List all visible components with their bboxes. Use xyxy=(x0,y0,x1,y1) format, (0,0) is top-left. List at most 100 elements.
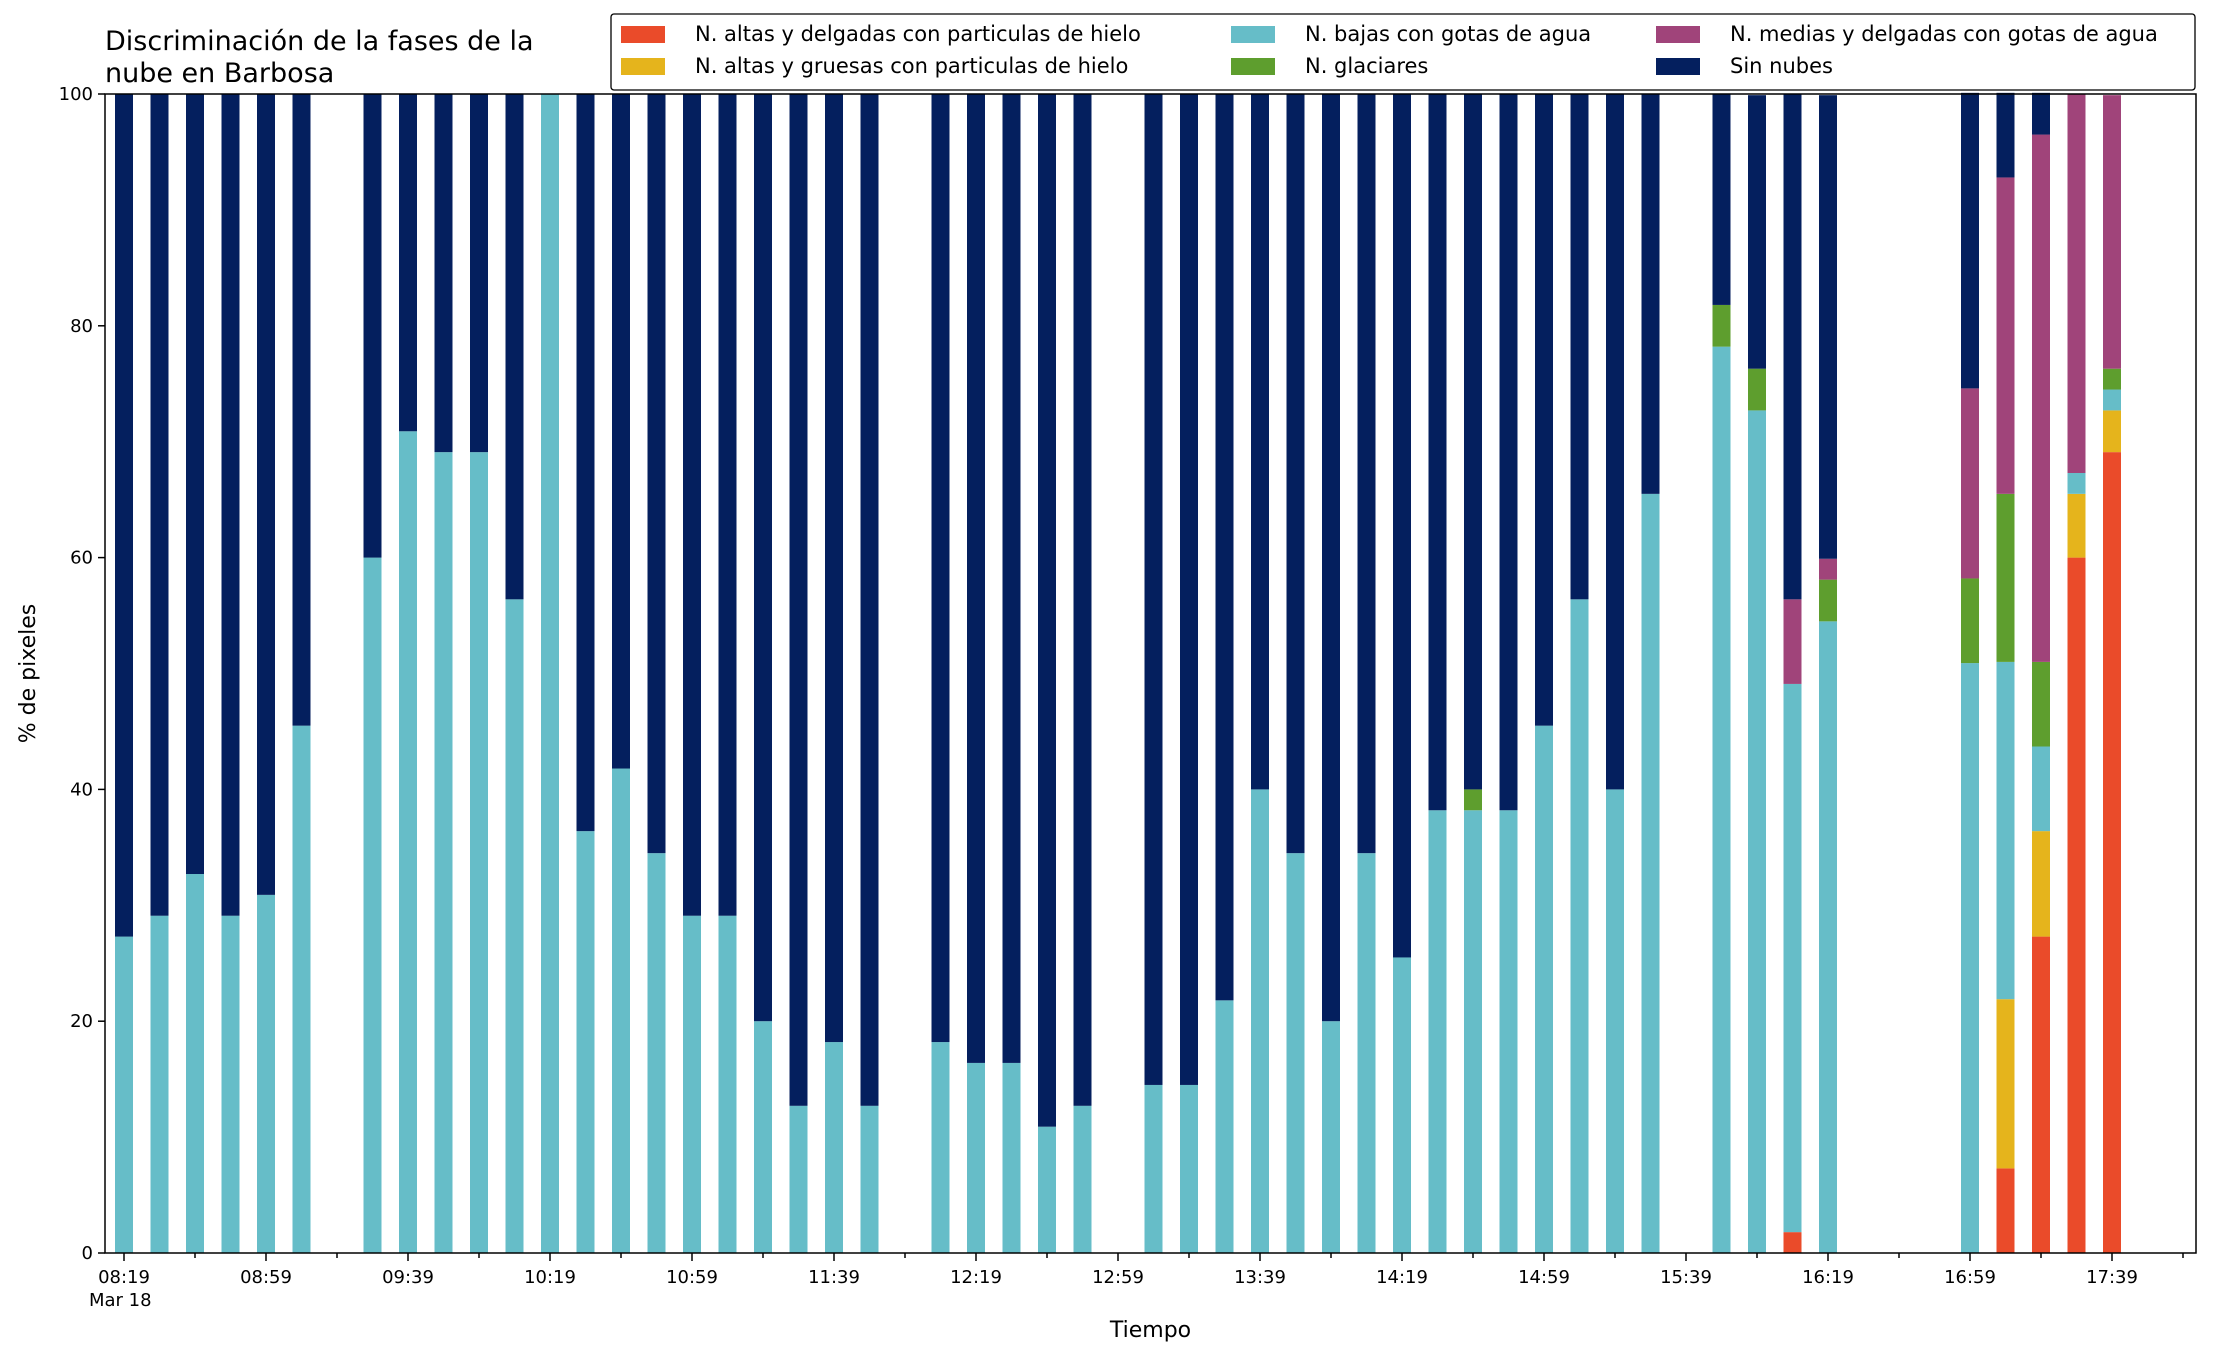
y-tick-label-100: 100 xyxy=(59,84,93,105)
bar-segment-1529-s2 xyxy=(1641,493,1660,1254)
x-tick-label-13: 16:59 xyxy=(1944,1267,1996,1288)
bar-segment-1739-s3 xyxy=(2103,368,2121,390)
bar-segment-1449-s5 xyxy=(1499,94,1518,811)
bar-segment-1509-s2 xyxy=(1570,599,1589,1253)
bar-segment-1429-s5 xyxy=(1428,94,1447,811)
bar-segment-1609-s0 xyxy=(1783,1232,1802,1253)
bar-segment-1709-s4 xyxy=(1996,177,2015,494)
bar-segment-1029-s5 xyxy=(576,94,595,832)
bar-segment-1349-s5 xyxy=(1286,94,1305,854)
x-tick-label-1: 08:59 xyxy=(240,1267,292,1288)
bar-segment-1229-s5 xyxy=(1002,94,1021,1063)
bar-segment-0859-s2 xyxy=(257,894,275,1253)
x-tick-label-11: 15:39 xyxy=(1660,1267,1712,1288)
bar-segment-1739-s2 xyxy=(2103,389,2121,411)
bar-segment-1119-s5 xyxy=(754,94,772,1022)
bar-segment-1659-s5 xyxy=(1961,92,1979,389)
bar-segment-0819-s2 xyxy=(115,936,133,1253)
bar-segment-1049-s5 xyxy=(647,94,666,854)
bar-segment-1459-s5 xyxy=(1535,94,1553,726)
bar-segment-1229-s2 xyxy=(1002,1062,1021,1253)
x-tick-label-10: 14:59 xyxy=(1518,1267,1570,1288)
bar-segment-1739-s4 xyxy=(2103,95,2121,369)
bar-segment-1609-s4 xyxy=(1783,599,1802,684)
legend-layer: N. altas y delgadas con particulas de hi… xyxy=(610,13,2196,91)
x-tick-label-2: 09:39 xyxy=(382,1267,434,1288)
legend-swatch-5 xyxy=(1656,58,1700,75)
x-date-label: Mar 18 xyxy=(89,1290,152,1311)
bar-segment-1059-s5 xyxy=(683,94,701,916)
x-tick-label-12: 16:19 xyxy=(1802,1267,1854,1288)
bar-segment-1419-s5 xyxy=(1393,94,1411,958)
bar-segment-1109-s2 xyxy=(718,915,737,1253)
y-tick-label-20: 20 xyxy=(70,1011,93,1032)
title-layer: Discriminación de la fases de la nube en … xyxy=(105,26,534,89)
bar-segment-1729-s0 xyxy=(2067,557,2086,1253)
bar-segment-1709-s0 xyxy=(1996,1168,2015,1253)
bar-segment-0949-s2 xyxy=(434,452,453,1254)
bar-segment-0909-s2 xyxy=(292,725,311,1253)
chart-title-line-2: nube en Barbosa xyxy=(105,58,334,89)
bar-segment-1659-s3 xyxy=(1961,578,1979,664)
bar-segment-1529-s5 xyxy=(1641,94,1660,494)
bar-segment-1019-s2 xyxy=(541,94,559,1253)
bar-segment-0949-s5 xyxy=(434,94,453,453)
bar-segment-1409-s2 xyxy=(1357,853,1376,1253)
plot-frame xyxy=(104,93,2197,1254)
x-tick-label-4: 10:59 xyxy=(666,1267,718,1288)
x-tick-label-6: 12:19 xyxy=(950,1267,1002,1288)
bar-segment-1729-s1 xyxy=(2067,493,2086,558)
bar-segment-1009-s5 xyxy=(505,94,524,600)
bar-segment-1449-s2 xyxy=(1499,810,1518,1253)
bar-segment-1139-s5 xyxy=(825,94,843,1043)
bar-segment-1549-s2 xyxy=(1712,346,1731,1253)
bar-segment-1059-s2 xyxy=(683,915,701,1253)
bar-segment-1339-s2 xyxy=(1251,789,1269,1253)
y-tick-label-0: 0 xyxy=(82,1243,93,1264)
bars-layer xyxy=(115,92,2121,1254)
bar-segment-1619-s4 xyxy=(1819,558,1837,580)
bar-segment-1149-s2 xyxy=(860,1105,879,1253)
bar-segment-1149-s5 xyxy=(860,94,879,1106)
bar-segment-1319-s5 xyxy=(1180,94,1198,1085)
bar-segment-1559-s2 xyxy=(1748,410,1766,1254)
bar-segment-1129-s5 xyxy=(789,94,808,1106)
bar-segment-1619-s3 xyxy=(1819,579,1837,622)
bar-segment-1609-s2 xyxy=(1783,683,1802,1233)
bar-segment-1139-s2 xyxy=(825,1042,843,1253)
bar-segment-1429-s2 xyxy=(1428,810,1447,1253)
bar-segment-1219-s5 xyxy=(967,94,985,1063)
bar-segment-1239-s2 xyxy=(1038,1126,1056,1253)
legend-swatch-3 xyxy=(1231,58,1275,75)
bar-segment-0859-s5 xyxy=(257,94,275,895)
bar-segment-1559-s5 xyxy=(1748,95,1766,369)
bar-segment-1439-s3 xyxy=(1464,789,1482,811)
bar-segment-0959-s5 xyxy=(470,94,488,453)
y-tick-label-40: 40 xyxy=(70,779,93,800)
bar-segment-1549-s3 xyxy=(1712,304,1731,347)
bar-segment-1339-s5 xyxy=(1251,94,1269,790)
bar-segment-1119-s2 xyxy=(754,1021,772,1253)
legend-swatch-1 xyxy=(621,58,665,75)
bar-segment-1719-s0 xyxy=(2032,936,2050,1253)
legend-label-5: Sin nubes xyxy=(1730,54,1833,78)
bar-segment-1709-s5 xyxy=(1996,92,2015,178)
bar-segment-1039-s5 xyxy=(612,94,630,769)
bar-segment-1439-s2 xyxy=(1464,810,1482,1253)
legend-swatch-4 xyxy=(1656,26,1700,43)
bar-segment-1709-s3 xyxy=(1996,493,2015,662)
bar-segment-1209-s2 xyxy=(931,1042,950,1253)
bar-segment-1109-s5 xyxy=(718,94,737,916)
bar-segment-1559-s3 xyxy=(1748,368,1766,411)
x-tick-label-7: 12:59 xyxy=(1092,1267,1144,1288)
x-tick-label-8: 13:39 xyxy=(1234,1267,1286,1288)
bar-segment-1359-s5 xyxy=(1322,94,1340,1022)
bar-segment-1349-s2 xyxy=(1286,853,1305,1253)
chart-title-line-1: Discriminación de la fases de la xyxy=(105,26,534,57)
bar-segment-1719-s2 xyxy=(2032,746,2050,832)
bar-segment-0839-s2 xyxy=(186,874,204,1253)
bar-segment-1719-s4 xyxy=(2032,134,2050,662)
legend-label-1: N. altas y gruesas con particulas de hie… xyxy=(695,54,1128,78)
